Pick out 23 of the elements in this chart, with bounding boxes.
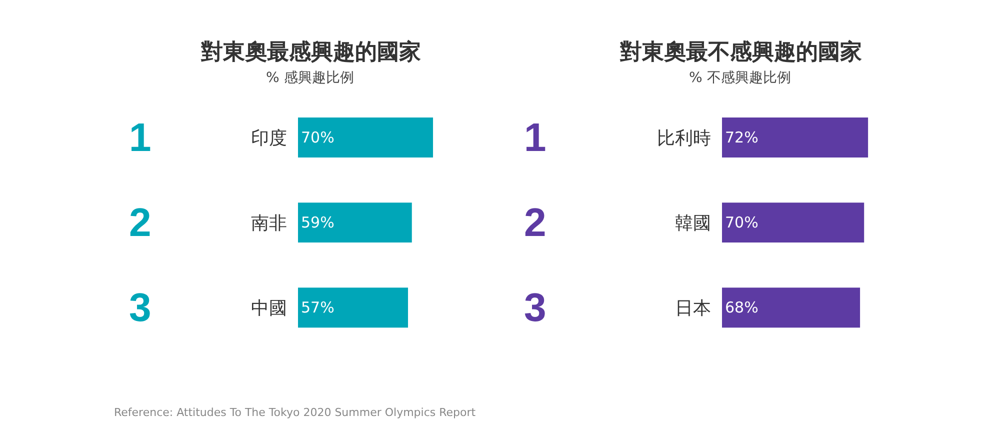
- data-label: 68%: [725, 298, 758, 317]
- y-tick-label: 南非: [251, 212, 287, 234]
- data-label: 57%: [301, 298, 334, 317]
- y-tick-label: 中國: [251, 298, 287, 319]
- data-label: 72%: [725, 128, 758, 147]
- text: 2: [524, 201, 546, 245]
- text: 2: [129, 201, 152, 245]
- data-label: 70%: [301, 128, 334, 147]
- text: Reference: Attitudes To The Tokyo 2020 Summer Olympics Report: [114, 406, 476, 419]
- chart-subtitle: % 不感興趣比例: [689, 70, 791, 86]
- text: 1: [129, 116, 152, 160]
- y-tick-label: 比利時: [657, 128, 711, 149]
- text: 3: [129, 286, 152, 330]
- chart-title: 對東奧最不感興趣的國家: [619, 39, 862, 65]
- y-tick-label: 日本: [675, 298, 711, 319]
- data-label: 70%: [725, 214, 758, 232]
- chart-subtitle: % 感興趣比例: [266, 70, 354, 86]
- text: 3: [524, 286, 546, 330]
- y-tick-label: 韓國: [675, 212, 711, 234]
- chart-title: 對東奧最感興趣的國家: [200, 39, 421, 65]
- y-tick-label: 印度: [251, 128, 287, 149]
- data-label: 59%: [301, 214, 334, 232]
- text: 1: [524, 116, 546, 160]
